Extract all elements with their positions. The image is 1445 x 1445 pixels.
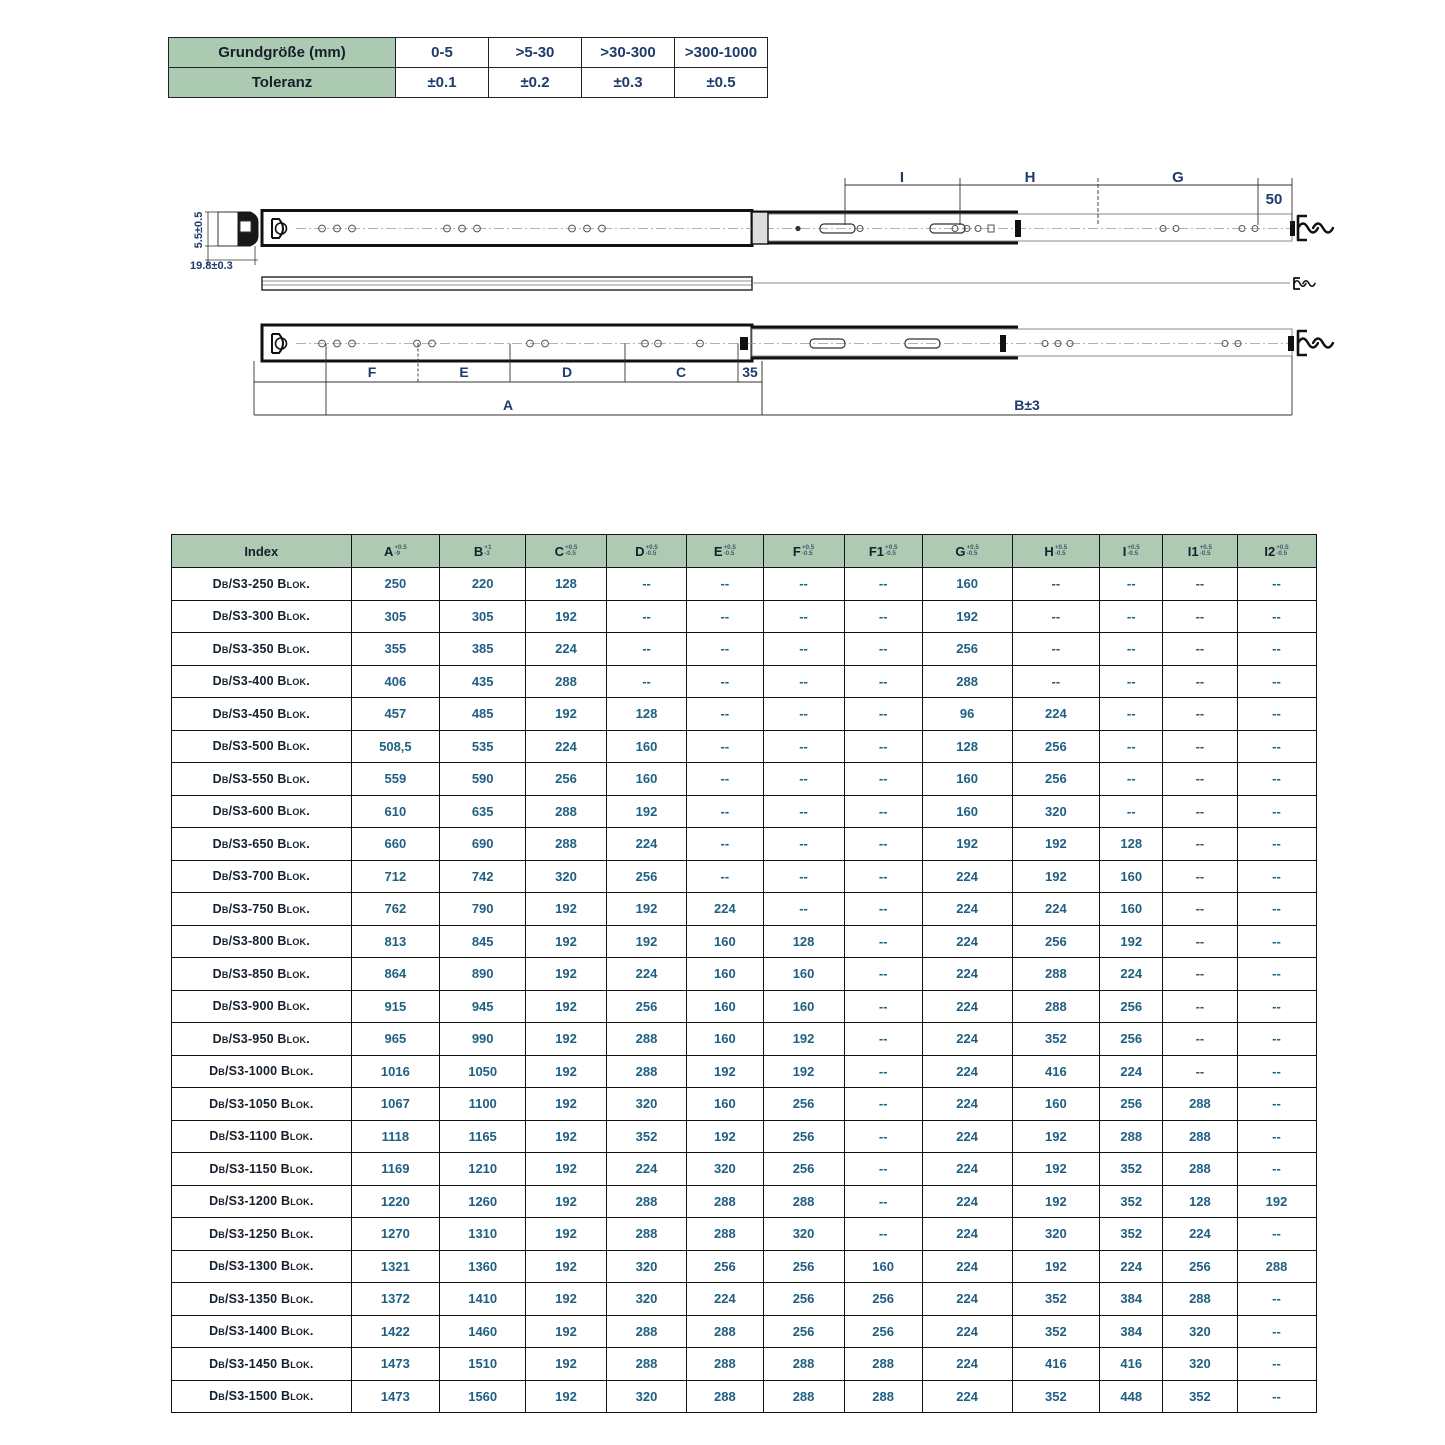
svg-text:I: I (900, 169, 904, 186)
svg-text:A: A (503, 397, 513, 413)
svg-text:F: F (368, 364, 377, 380)
svg-text:5.5±0.5: 5.5±0.5 (193, 212, 205, 249)
svg-text:19.8±0.3: 19.8±0.3 (190, 260, 233, 272)
svg-text:H: H (1025, 169, 1036, 186)
svg-text:D: D (562, 364, 572, 380)
svg-text:G: G (1172, 169, 1184, 186)
svg-text:C: C (676, 364, 686, 380)
svg-text:E: E (459, 364, 468, 380)
svg-text:B±3: B±3 (1014, 397, 1040, 413)
svg-text:35: 35 (742, 364, 758, 380)
svg-text:50: 50 (1266, 191, 1283, 208)
